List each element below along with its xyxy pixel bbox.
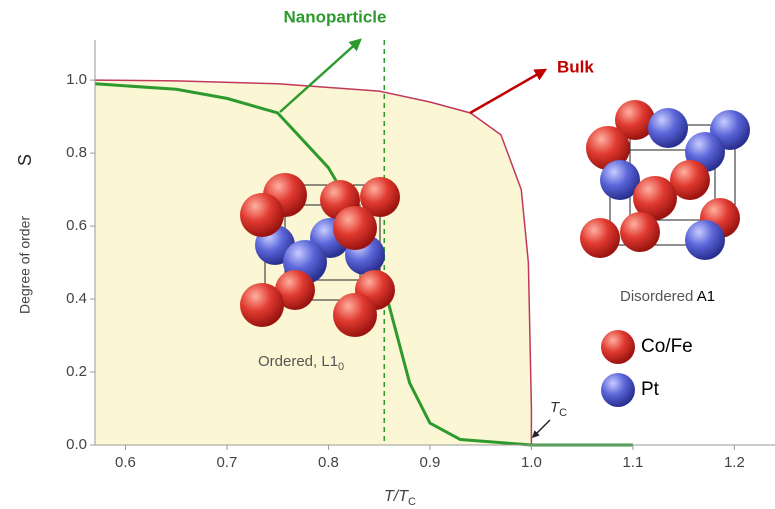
disordered-label: Disordered A1 [620,288,715,305]
atom [333,293,377,337]
y-axis-symbol: S [15,154,35,166]
y-tick-label: 0.8 [66,144,87,161]
bulk-label: Bulk [557,57,594,76]
y-tick-label: 1.0 [66,71,87,88]
ordered-label: Ordered, L10 [258,353,344,373]
bulk-arrow [470,70,545,113]
legend-label: Pt [641,379,660,400]
atom [580,218,620,258]
legend-swatch [601,330,635,364]
x-axis-label: T/TC [384,488,416,508]
tc-arrow [533,420,550,437]
x-tick-label: 0.6 [115,454,136,471]
y-tick-label: 0.6 [66,217,87,234]
x-tick-label: 1.2 [724,454,745,471]
tc-label: TC [550,399,567,419]
legend-swatch [601,373,635,407]
plot-area: 0.6 0.7 0.8 0.9 1.0 1.1 1.2 0.0 0.2 0.4 0.6 0.8 1.0 [66,40,775,471]
nanoparticle-label: Nanoparticle [284,7,387,26]
x-tick-label: 1.0 [521,454,542,471]
y-tick-label: 0.4 [66,290,87,307]
chart: 0.60.70.80.91.01.11.20.00.20.40.60.81.0 … [0,0,775,509]
x-tick-label: 0.7 [217,454,238,471]
atom [620,212,660,252]
atom [333,206,377,250]
atom [240,283,284,327]
atom [685,220,725,260]
atom [240,193,284,237]
y-tick-label: 0.0 [66,436,87,453]
y-tick-label: 0.2 [66,363,87,380]
y-axis-label: Degree of order [17,216,33,314]
x-tick-label: 0.8 [318,454,339,471]
legend-label: Co/Fe [641,336,693,357]
x-tick-label: 1.1 [622,454,643,471]
x-tick-label: 0.9 [419,454,440,471]
atom [648,108,688,148]
